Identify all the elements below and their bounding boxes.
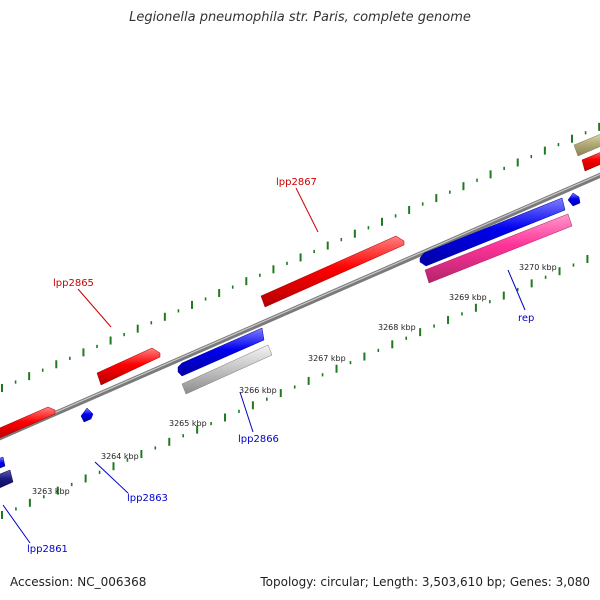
map-title: Legionella pneumophila str. Paris, compl… bbox=[129, 10, 471, 25]
label-lpp2861: lpp2861 bbox=[27, 544, 68, 555]
backbone-line bbox=[0, 172, 600, 441]
label-lpp2863: lpp2863 bbox=[127, 493, 168, 504]
label-lpp2866: lpp2866 bbox=[238, 434, 279, 445]
accession-text: Accession: NC_006368 bbox=[10, 575, 147, 589]
kbp-label-3270: 3270 kbp bbox=[519, 263, 557, 272]
backbone-highlight bbox=[0, 173, 600, 438]
lower-tick-row bbox=[1, 255, 589, 519]
topology-text: Topology: circular; Length: 3,503,610 bp… bbox=[260, 575, 590, 589]
label-lpp2865: lpp2865 bbox=[53, 278, 94, 289]
gene-khaki bbox=[573, 134, 600, 157]
leader-lpp2867 bbox=[295, 187, 319, 233]
kbp-label-3265: 3265 kbp bbox=[169, 419, 207, 428]
upper-tick-row bbox=[1, 122, 600, 392]
leader-lpp2863 bbox=[94, 461, 129, 494]
gene-rep bbox=[424, 213, 573, 284]
leader-rep bbox=[507, 269, 526, 311]
kbp-label-3267: 3267 kbp bbox=[308, 354, 346, 363]
gene-arrow-forward bbox=[0, 406, 56, 439]
leader-lpp2865 bbox=[77, 288, 112, 328]
gene-arrow-reverse-small bbox=[80, 407, 94, 423]
leader-lpp2866 bbox=[239, 391, 254, 433]
label-rep: rep bbox=[518, 313, 534, 324]
gene-arrow-forward-edge bbox=[581, 152, 600, 172]
gene-pseudo-gray bbox=[181, 344, 273, 395]
gene-arrow-lpp2865 bbox=[96, 347, 161, 386]
gene-arrow-lpp2867 bbox=[260, 235, 405, 308]
kbp-label-3266: 3266 kbp bbox=[239, 386, 277, 395]
kbp-label-3263: 3263 kbp bbox=[32, 487, 70, 496]
kbp-label-3264: 3264 kbp bbox=[101, 452, 139, 461]
kbp-label-3269: 3269 kbp bbox=[449, 293, 487, 302]
gene-blue-edge bbox=[0, 456, 6, 469]
kbp-label-3268: 3268 kbp bbox=[378, 323, 416, 332]
gene-arrow-reverse-long bbox=[419, 197, 566, 267]
label-lpp2867: lpp2867 bbox=[276, 177, 317, 188]
gene-dark-edge bbox=[0, 469, 14, 489]
gene-arrow-lpp2866 bbox=[177, 327, 265, 377]
gene-arrow-reverse-edge bbox=[567, 192, 581, 207]
leader-lpp2861 bbox=[2, 504, 31, 544]
